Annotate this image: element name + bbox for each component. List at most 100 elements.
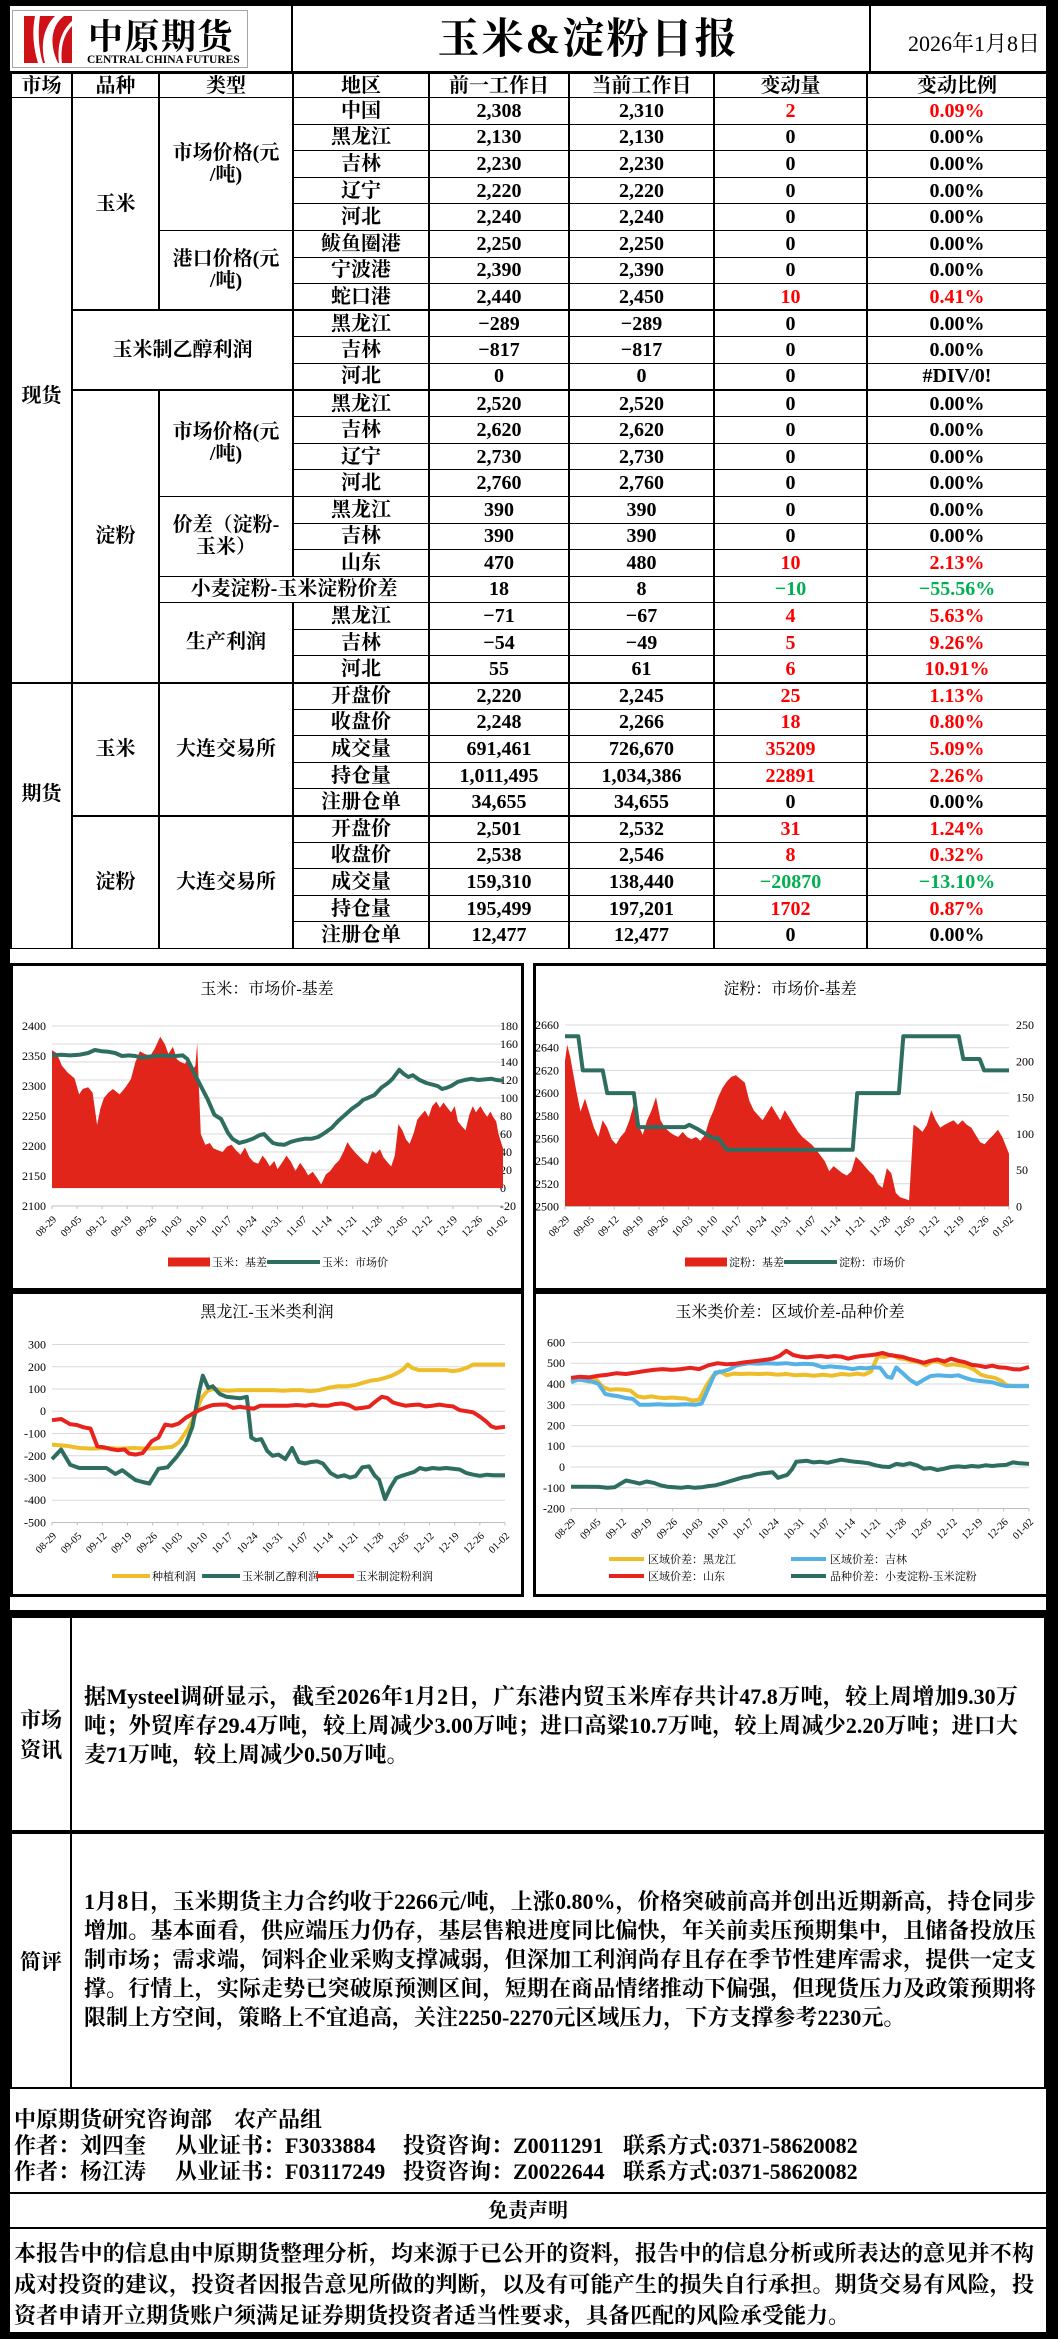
svg-text:0: 0 [1016,1200,1022,1214]
svg-text:10-24: 10-24 [235,1530,261,1556]
svg-text:08-29: 08-29 [34,1531,59,1556]
svg-text:11-21: 11-21 [336,1531,361,1556]
svg-text:100: 100 [547,1439,565,1453]
svg-text:12-26: 12-26 [966,1214,991,1239]
svg-text:12-05: 12-05 [892,1214,917,1239]
svg-text:100: 100 [28,1382,46,1396]
svg-text:250: 250 [1016,1018,1034,1032]
svg-text:2600: 2600 [536,1086,559,1100]
svg-text:10-03: 10-03 [680,1517,705,1542]
svg-text:80: 80 [500,1109,512,1123]
svg-text:09-12: 09-12 [84,1531,109,1556]
svg-text:140: 140 [500,1055,518,1069]
svg-text:08-29: 08-29 [547,1214,572,1239]
svg-text:120: 120 [500,1073,518,1087]
svg-text:12-19: 12-19 [437,1531,462,1556]
svg-text:09-12: 09-12 [604,1517,629,1542]
svg-text:-500: -500 [24,1516,46,1530]
svg-text:2580: 2580 [536,1109,559,1123]
svg-text:11-28: 11-28 [361,1531,386,1556]
svg-text:12-12: 12-12 [412,1531,437,1556]
svg-text:10-10: 10-10 [185,1531,210,1556]
svg-text:区域价差：吉林: 区域价差：吉林 [830,1552,907,1566]
svg-text:11-07: 11-07 [794,1214,819,1239]
svg-text:09-12: 09-12 [84,1214,109,1239]
svg-text:10-17: 10-17 [731,1517,756,1542]
svg-text:12-19: 12-19 [435,1214,460,1239]
svg-text:10-24: 10-24 [744,1214,770,1240]
svg-text:09-26: 09-26 [135,1531,160,1556]
svg-text:10-24: 10-24 [234,1214,260,1240]
svg-text:2500: 2500 [536,1200,559,1214]
svg-text:09-05: 09-05 [59,1214,84,1239]
svg-text:10-31: 10-31 [260,1214,285,1239]
svg-text:黑龙江-玉米类利润: 黑龙江-玉米类利润 [200,1303,333,1321]
svg-text:09-19: 09-19 [621,1214,646,1239]
svg-text:2100: 2100 [22,1199,46,1213]
svg-text:09-19: 09-19 [629,1517,654,1542]
svg-text:10-10: 10-10 [184,1214,209,1239]
svg-text:11-14: 11-14 [311,1530,336,1555]
svg-text:-100: -100 [543,1481,565,1495]
svg-text:2250: 2250 [22,1109,46,1123]
svg-text:200: 200 [28,1360,46,1374]
svg-text:11-21: 11-21 [859,1517,884,1542]
svg-text:11-14: 11-14 [833,1516,858,1541]
svg-text:11-07: 11-07 [285,1214,310,1239]
svg-text:09-05: 09-05 [572,1214,597,1239]
svg-text:10-17: 10-17 [720,1214,745,1239]
svg-text:玉米：市场价: 玉米：市场价 [322,1255,388,1269]
svg-text:09-05: 09-05 [59,1531,84,1556]
svg-text:10-10: 10-10 [695,1214,720,1239]
svg-text:01-02: 01-02 [485,1214,510,1239]
svg-text:12-05: 12-05 [385,1214,410,1239]
svg-text:11-21: 11-21 [843,1214,868,1239]
svg-text:09-05: 09-05 [578,1517,603,1542]
svg-text:400: 400 [547,1377,565,1391]
svg-text:12-12: 12-12 [917,1214,942,1239]
svg-text:100: 100 [1016,1127,1034,1141]
svg-text:01-02: 01-02 [487,1531,512,1556]
svg-text:-20: -20 [500,1199,516,1213]
svg-text:0: 0 [40,1404,46,1418]
svg-text:11-21: 11-21 [335,1214,360,1239]
svg-text:区域价差：黑龙江: 区域价差：黑龙江 [648,1552,736,1566]
svg-text:0: 0 [559,1460,565,1474]
svg-text:09-26: 09-26 [134,1214,159,1239]
svg-text:淀粉：基差: 淀粉：基差 [729,1255,784,1269]
svg-text:11-28: 11-28 [868,1214,893,1239]
svg-text:淀粉：市场价-基差: 淀粉：市场价-基差 [723,980,856,998]
svg-text:10-31: 10-31 [782,1517,807,1542]
svg-text:10-17: 10-17 [210,1531,235,1556]
svg-text:200: 200 [547,1419,565,1433]
svg-text:10-10: 10-10 [706,1517,731,1542]
svg-text:11-14: 11-14 [310,1214,335,1239]
svg-text:11-28: 11-28 [884,1517,909,1542]
svg-text:12-05: 12-05 [909,1517,934,1542]
svg-text:12-05: 12-05 [386,1531,411,1556]
svg-text:2660: 2660 [536,1018,559,1032]
svg-text:2520: 2520 [536,1177,559,1191]
svg-text:玉米制乙醇利润: 玉米制乙醇利润 [242,1569,319,1583]
svg-text:200: 200 [1016,1054,1034,1068]
svg-text:08-29: 08-29 [34,1214,59,1239]
svg-text:-300: -300 [24,1471,46,1485]
svg-text:50: 50 [1016,1163,1028,1177]
svg-text:12-12: 12-12 [410,1214,435,1239]
svg-text:600: 600 [547,1336,565,1350]
svg-text:09-26: 09-26 [655,1517,680,1542]
svg-text:11-07: 11-07 [286,1531,311,1556]
svg-text:150: 150 [1016,1091,1034,1105]
svg-text:10-03: 10-03 [159,1214,184,1239]
svg-text:160: 160 [500,1037,518,1051]
svg-text:2640: 2640 [536,1041,559,1055]
svg-text:60: 60 [500,1127,512,1141]
svg-text:2540: 2540 [536,1154,559,1168]
svg-text:08-29: 08-29 [553,1517,578,1542]
svg-text:区域价差：山东: 区域价差：山东 [648,1569,725,1583]
svg-text:品种价差：小麦淀粉-玉米淀粉: 品种价差：小麦淀粉-玉米淀粉 [830,1569,977,1583]
svg-text:09-26: 09-26 [646,1214,671,1239]
svg-text:11-14: 11-14 [819,1214,844,1239]
svg-text:300: 300 [28,1338,46,1352]
svg-text:玉米类价差：区域价差-品种价差: 玉米类价差：区域价差-品种价差 [675,1303,904,1321]
